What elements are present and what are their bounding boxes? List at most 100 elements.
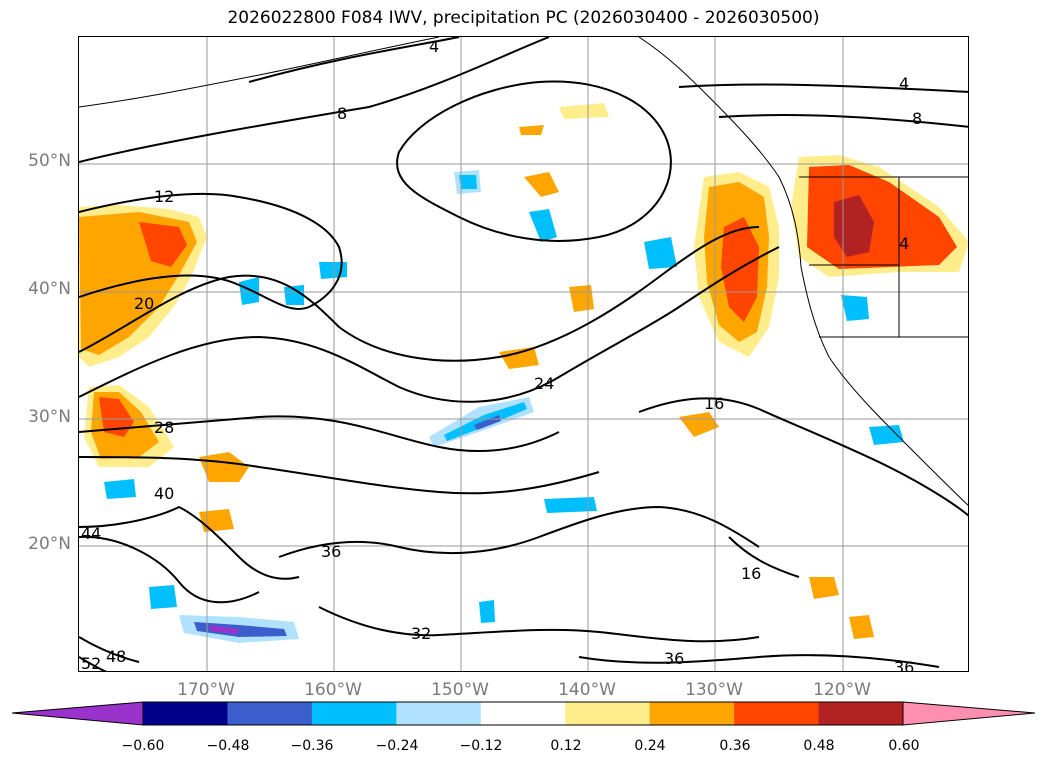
precip-positive-shading <box>79 103 968 639</box>
lon-label-170w: 170°W <box>177 680 235 700</box>
colorbar-extension-max <box>902 701 1036 726</box>
map-panel: 4 8 12 20 28 40 44 36 32 24 16 16 36 36 … <box>78 36 969 672</box>
precip-area-scattered-6 <box>524 172 559 197</box>
precip-neg-2 <box>529 209 557 242</box>
lon-label-130w: 130°W <box>685 680 743 700</box>
coastline-alaska-panhandle <box>638 37 802 268</box>
lat-label-20n: 20°N <box>28 534 71 554</box>
colorbar-tick-m024: −0.24 <box>375 738 419 754</box>
colorbar-tick-m036: −0.36 <box>290 738 334 754</box>
precip-area-oregon-idaho-max <box>834 195 874 257</box>
colorbar-swatch <box>396 702 482 725</box>
iwv-contour-28 <box>79 415 560 452</box>
iwv-contour-4 <box>248 37 460 83</box>
precip-neg-13-max <box>209 625 239 634</box>
precip-area-west-pacific-mid-max <box>99 397 134 437</box>
contour-label-48: 48 <box>106 647 126 666</box>
colorbar-swatch <box>480 702 566 725</box>
iwv-contour-16-east <box>728 536 800 578</box>
colorbar-outline <box>142 701 904 726</box>
map-canvas: 4 8 12 20 28 40 44 36 32 24 16 16 36 36 … <box>79 37 968 672</box>
precip-negative-shading <box>104 170 904 643</box>
contour-label-32: 32 <box>411 624 431 643</box>
coastline-us-west <box>800 266 968 506</box>
contour-label-44: 44 <box>81 524 101 543</box>
contour-label-40: 40 <box>154 484 174 503</box>
colorbar <box>11 701 1036 726</box>
colorbar-swatch <box>143 702 228 725</box>
iwv-contour-52 <box>79 656 107 671</box>
colorbar-tick-012: 0.12 <box>550 738 582 754</box>
iwv-contour-8 <box>79 37 550 163</box>
lon-label-160w: 160°W <box>304 680 362 700</box>
precip-neg-8 <box>644 237 677 269</box>
precip-area-oregon-idaho-core <box>807 165 957 269</box>
precip-area-scattered-1 <box>199 452 249 482</box>
contour-label-16-east: 16 <box>741 564 761 583</box>
iwv-contours <box>79 37 968 671</box>
contour-label-16: 16 <box>704 394 724 413</box>
precip-neg-1-core <box>459 175 477 189</box>
colorbar-extension-min <box>11 701 144 726</box>
lon-label-150w: 150°W <box>431 680 489 700</box>
precip-area-west-pacific-north-max <box>139 222 187 267</box>
colorbar-swatch <box>565 702 651 725</box>
iwv-contour-loop-north <box>396 80 672 242</box>
iwv-contour-36 <box>278 505 760 558</box>
iwv-contour-32 <box>79 456 600 495</box>
contour-label-layer: 4 8 12 20 28 40 44 36 32 24 16 16 36 36 … <box>81 37 922 672</box>
iwv-contour-16 <box>638 397 968 517</box>
precip-neg-3 <box>239 277 259 305</box>
lon-label-140w: 140°W <box>558 680 616 700</box>
precip-neg-4 <box>284 285 304 305</box>
contour-label-4-east: 4 <box>899 74 909 93</box>
precip-neg-10 <box>869 425 904 445</box>
iwv-contour-40 <box>79 505 300 580</box>
precip-area-scattered-7 <box>499 347 539 369</box>
precip-area-scattered-8 <box>809 577 839 599</box>
precip-area-scattered-3 <box>679 412 719 437</box>
contour-label-4-idaho: 4 <box>899 234 909 253</box>
precip-area-scattered-4 <box>559 103 609 119</box>
iwv-contour-8-east <box>718 114 968 128</box>
precip-neg-11 <box>104 479 136 499</box>
lat-label-40n: 40°N <box>28 279 71 299</box>
contour-label-12: 12 <box>154 187 174 206</box>
iwv-contour-44 <box>79 535 260 604</box>
coastline-aleutians <box>79 37 440 108</box>
contour-label-20: 20 <box>134 294 154 313</box>
border-states <box>809 177 968 338</box>
precip-area-scattered-9 <box>849 615 874 639</box>
colorbar-swatch <box>311 702 397 725</box>
iwv-contour-36-south <box>578 654 940 668</box>
contour-label-36-east: 36 <box>894 658 914 672</box>
map-title: 2026022800 F084 IWV, precipitation PC (2… <box>227 8 820 28</box>
precip-neg-12 <box>149 585 177 609</box>
colorbar-tick-m012: −0.12 <box>459 738 503 754</box>
iwv-contour-48 <box>79 636 140 663</box>
contour-label-8-east: 8 <box>912 109 922 128</box>
iwv-contour-32-south <box>318 606 760 643</box>
precip-neg-14 <box>479 600 495 623</box>
lat-label-50n: 50°N <box>28 151 71 171</box>
contour-label-28: 28 <box>154 418 174 437</box>
colorbar-tick-060: 0.60 <box>888 738 920 754</box>
contour-label-8: 8 <box>337 104 347 123</box>
precip-area-scattered-2 <box>569 285 594 312</box>
iwv-contour-4-east <box>678 83 968 93</box>
precip-neg-9 <box>841 295 869 321</box>
colorbar-swatch <box>649 702 735 725</box>
colorbar-swatch <box>227 702 313 725</box>
colorbar-swatch <box>734 702 820 725</box>
lon-label-120w: 120°W <box>813 680 871 700</box>
coastlines <box>79 37 968 506</box>
colorbar-tick-m048: −0.48 <box>206 738 250 754</box>
precip-neg-7 <box>544 497 597 513</box>
iwv-contour-20 <box>79 226 760 362</box>
lat-label-30n: 30°N <box>28 407 71 427</box>
precip-neg-5 <box>319 262 347 279</box>
iwv-contour-24 <box>79 246 780 403</box>
contour-label-52: 52 <box>81 654 101 672</box>
precip-area-pacific-northwest-max <box>721 217 759 322</box>
colorbar-swatch <box>818 702 904 725</box>
